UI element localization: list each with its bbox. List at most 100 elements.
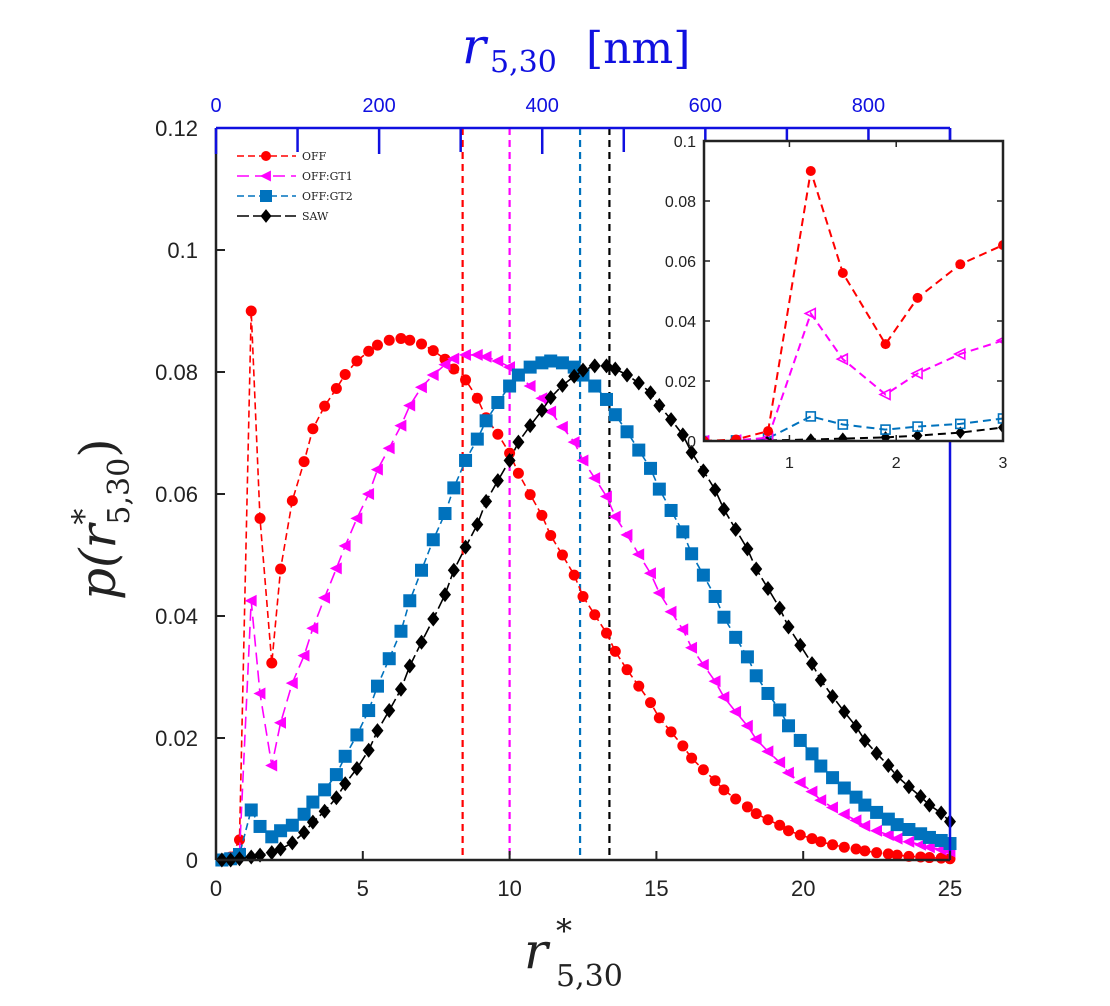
- data-point-saw: [741, 541, 754, 557]
- data-point-off: [427, 345, 439, 357]
- data-point-off: [677, 740, 689, 752]
- x-tick-label: 25: [938, 876, 962, 901]
- data-point-off: [665, 726, 677, 738]
- data-point-off-gt1: [555, 420, 568, 433]
- data-point-saw: [838, 704, 851, 720]
- data-point-off-gt1: [306, 622, 319, 635]
- data-point-off: [838, 841, 850, 853]
- top-axis-title-unit: [nm]: [586, 23, 690, 74]
- y-axis-title: p(r*5,30): [65, 438, 137, 600]
- inset-frame: [702, 139, 1005, 443]
- data-point-saw: [383, 703, 396, 719]
- data-point-saw: [274, 841, 287, 857]
- y-axis-title-text: p(r*5,30): [65, 438, 137, 600]
- data-point-off: [882, 848, 894, 860]
- data-point-off-gt1: [740, 719, 753, 732]
- data-point-off-gt2: [479, 414, 493, 428]
- inset-x-tick-label: 3: [999, 455, 1008, 472]
- data-point-off-gt1: [643, 567, 656, 580]
- x-axis-title-symbol: r: [524, 922, 551, 980]
- data-point-off: [730, 793, 742, 805]
- data-point-off-gt2: [459, 453, 473, 467]
- inset-point-saw: [805, 433, 816, 441]
- data-point-off-gt2: [826, 771, 840, 785]
- data-point-off-gt2: [274, 824, 288, 838]
- data-point-off-gt1: [350, 512, 363, 525]
- data-point-saw: [471, 517, 484, 532]
- data-point-saw: [491, 473, 504, 489]
- data-point-off: [545, 529, 557, 541]
- inset-plot: 1 2 3 0 0.02 0.04 0.06 0.08 0.1: [665, 134, 1008, 472]
- data-point-off-gt2: [805, 747, 819, 761]
- data-point-off: [266, 657, 278, 669]
- series-saw: [215, 358, 956, 868]
- data-point-off-gt2: [285, 818, 299, 832]
- data-point-off-gt1: [620, 528, 633, 541]
- inset-point-off: [955, 259, 966, 270]
- data-point-off-gt1: [362, 488, 375, 500]
- data-point-saw: [850, 718, 863, 734]
- data-point-off-gt1: [837, 808, 850, 821]
- x-tick-label: 10: [497, 876, 521, 901]
- data-point-saw: [588, 358, 601, 374]
- x-axis-title: r * 5,30: [524, 912, 623, 994]
- data-point-off-gt2: [555, 356, 569, 370]
- inset-point-saw: [837, 432, 848, 441]
- inset-x-tick-label: 2: [892, 455, 901, 472]
- inset-point-off-gt2: [954, 418, 966, 430]
- data-point-off-gt2: [544, 354, 558, 368]
- data-point-off-gt2: [740, 650, 754, 664]
- inset-point-off-gt2: [997, 413, 1003, 424]
- data-point-off-gt2: [890, 818, 904, 832]
- data-point-off-gt2: [676, 525, 690, 539]
- data-point-saw: [330, 790, 343, 806]
- inset-point-saw: [912, 429, 923, 441]
- data-point-off-gt2: [870, 805, 884, 819]
- data-point-off-gt2: [382, 652, 396, 666]
- data-point-saw: [870, 745, 883, 761]
- data-point-off-gt2: [350, 728, 364, 742]
- y-axis-title-prefix: p(: [69, 547, 127, 600]
- data-point-saw: [447, 562, 460, 578]
- data-point-saw: [362, 742, 375, 758]
- data-point-off: [460, 374, 472, 386]
- inset-point-off: [837, 268, 848, 278]
- data-point-off-gt1: [676, 623, 689, 636]
- data-point-off-gt2: [902, 823, 916, 836]
- data-point-off-gt2: [491, 396, 505, 409]
- data-point-off: [383, 334, 395, 346]
- data-point-off-gt2: [297, 807, 311, 821]
- data-point-off-gt2: [306, 795, 320, 809]
- data-point-off-gt1: [588, 472, 601, 485]
- y-tick-label: 0.1: [167, 238, 198, 263]
- data-point-saw: [632, 375, 645, 391]
- data-point-saw: [556, 377, 569, 393]
- data-point-off: [783, 825, 795, 837]
- data-point-off-gt1: [793, 776, 806, 789]
- data-point-saw: [697, 463, 710, 479]
- inset-point-off-gt1: [878, 388, 891, 401]
- data-point-off-gt2: [244, 803, 258, 817]
- data-point-off: [806, 833, 818, 845]
- data-point-off-gt2: [620, 425, 634, 439]
- data-point-off: [815, 836, 827, 848]
- data-point-off: [298, 456, 310, 468]
- data-point-off-gt2: [664, 503, 678, 517]
- inset-y-tick-label: 0.08: [665, 194, 696, 211]
- data-point-off: [416, 338, 428, 350]
- data-point-off: [741, 801, 753, 813]
- data-point-saw: [568, 368, 581, 384]
- inset-point-off: [763, 426, 774, 437]
- data-point-saw: [480, 493, 493, 509]
- data-point-off: [859, 845, 871, 857]
- legend-item-off-gt2: OFF:GT2: [237, 190, 353, 203]
- data-point-off-gt1: [890, 832, 903, 845]
- data-point-off-gt1: [544, 405, 557, 418]
- y-axis-title-suffix: ): [69, 438, 127, 458]
- data-point-off-gt1: [329, 562, 342, 575]
- data-point-off: [609, 645, 621, 657]
- data-point-off-gt1: [523, 380, 536, 393]
- x-axis-title-superscript: *: [556, 912, 572, 950]
- data-point-off: [524, 489, 536, 501]
- data-point-saw: [371, 723, 384, 739]
